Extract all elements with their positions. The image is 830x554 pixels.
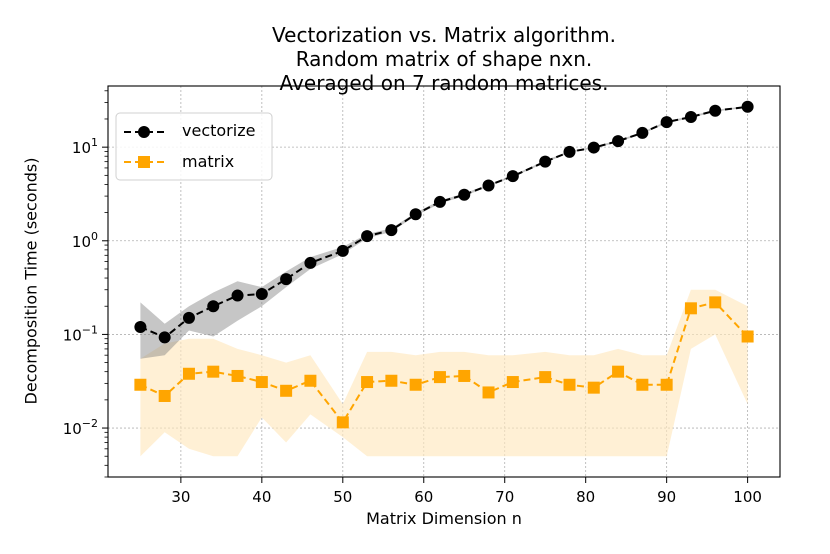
data-point-matrix [231,369,244,382]
data-point-matrix [361,376,374,389]
data-point-vectorize [336,244,349,257]
data-point-vectorize [684,110,697,123]
data-point-matrix [158,389,171,402]
data-point-vectorize [612,135,625,148]
data-point-vectorize [231,289,244,302]
data-point-vectorize [385,224,398,237]
data-point-matrix [539,371,552,384]
legend-label-matrix: matrix [182,152,235,171]
data-point-matrix [709,296,722,309]
x-tick-label: 50 [333,488,352,506]
legend-box [115,112,273,181]
data-point-vectorize [506,170,519,183]
x-tick-label: 80 [576,488,595,506]
x-tick-label: 100 [733,488,762,506]
x-axis-label: Matrix Dimension n [366,509,522,528]
x-tick-label: 70 [495,488,514,506]
legend [115,112,273,181]
data-point-vectorize [563,145,576,158]
x-tick-label: 90 [657,488,676,506]
data-point-vectorize [361,230,374,243]
data-point-matrix [587,381,600,394]
y-axis-label: Decomposition Time (seconds) [21,157,41,405]
data-point-vectorize [182,311,195,324]
data-point-matrix [636,378,649,391]
data-point-matrix [280,384,293,397]
x-tick-label: 60 [414,488,433,506]
data-point-matrix [506,376,519,389]
chart-title-line-2: Random matrix of shape nxn. [295,47,593,71]
data-point-vectorize [636,126,649,139]
band-vectorize [140,106,748,359]
data-point-vectorize [433,195,446,208]
data-point-matrix [458,369,471,382]
y-tick-label: 100 [72,230,98,251]
data-point-vectorize [482,179,495,192]
data-point-vectorize [158,331,171,344]
series-lines [134,100,754,429]
data-point-matrix [182,367,195,380]
data-point-vectorize [709,104,722,117]
data-point-matrix [433,371,446,384]
data-point-vectorize [134,321,147,334]
data-point-matrix [660,378,673,391]
data-point-vectorize [304,256,317,269]
data-point-vectorize [207,300,220,313]
legend-marker-vectorize [138,126,150,138]
data-point-vectorize [741,100,754,113]
data-point-matrix [255,376,268,389]
data-point-vectorize [458,188,471,201]
data-point-matrix [741,330,754,343]
x-tick-label: 30 [171,488,190,506]
y-tick-label: 101 [72,136,98,157]
y-tick-label: 10−1 [63,323,98,344]
legend-label-vectorize: vectorize [182,121,256,140]
data-point-matrix [207,365,220,378]
data-point-vectorize [255,288,268,301]
data-point-matrix [563,378,576,391]
data-point-matrix [304,374,317,387]
data-point-matrix [409,378,422,391]
data-point-vectorize [280,273,293,286]
data-point-matrix [684,302,697,315]
data-point-vectorize [409,208,422,221]
data-point-matrix [385,374,398,387]
chart-title-line-3: Averaged on 7 random matrices. [279,71,609,95]
data-point-matrix [482,386,495,399]
axes-frame [107,85,781,478]
x-tick-label: 40 [252,488,271,506]
data-point-matrix [134,378,147,391]
data-point-vectorize [587,141,600,154]
y-tick-label: 10−2 [63,417,98,438]
data-point-vectorize [539,155,552,168]
data-point-matrix [612,365,625,378]
legend-marker-matrix [138,156,150,168]
data-point-matrix [336,416,349,429]
axis-ticks: 30 40 50 60 70 80 90 100 10−2 10−1 100 101 [63,90,762,506]
chart-title-line-1: Vectorization vs. Matrix algorithm. [272,23,616,47]
data-point-vectorize [660,116,673,129]
